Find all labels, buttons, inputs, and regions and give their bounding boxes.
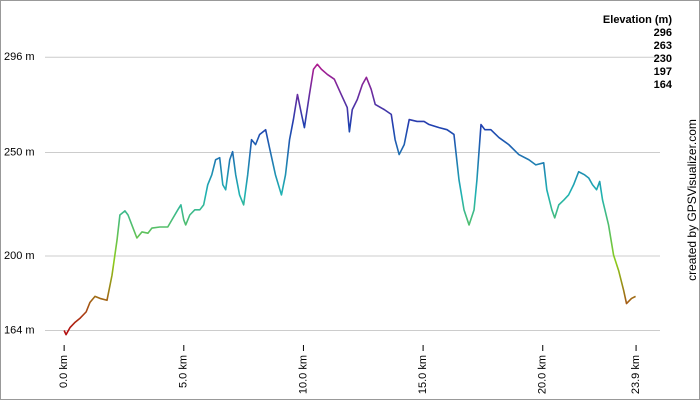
legend-value: 164	[654, 79, 673, 91]
legend-value: 296	[654, 27, 672, 39]
x-tick-label: 15.0 km	[417, 355, 429, 394]
x-tick-label: 20.0 km	[537, 355, 549, 394]
legend-value: 263	[654, 40, 672, 52]
x-tick-label: 5.0 km	[178, 355, 190, 388]
y-tick-label: 250 m	[4, 146, 35, 158]
y-tick-label: 296 m	[4, 51, 35, 63]
legend-value: 230	[654, 53, 672, 65]
y-tick-label: 200 m	[4, 250, 35, 262]
legend-title: Elevation (m)	[603, 14, 672, 26]
x-tick-label: 0.0 km	[58, 355, 70, 388]
x-tick-label: 23.9 km	[630, 355, 642, 394]
credit: created by GPSVisualizer.com	[685, 119, 699, 281]
legend-value: 197	[654, 66, 672, 78]
elevation-line	[63, 63, 636, 336]
y-tick-label: 164 m	[4, 324, 35, 336]
x-tick-label: 10.0 km	[297, 355, 309, 394]
